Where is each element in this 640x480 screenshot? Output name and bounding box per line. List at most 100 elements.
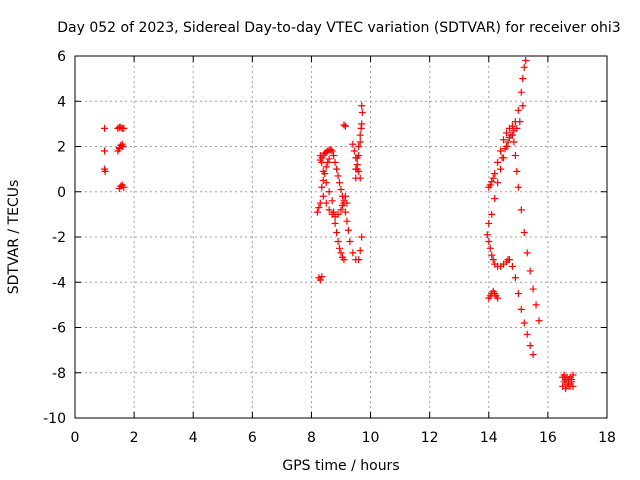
series-track-3a	[313, 192, 351, 221]
data-point	[523, 330, 531, 338]
data-point	[327, 146, 335, 154]
data-point	[340, 256, 348, 264]
x-tick-label: 8	[307, 430, 316, 446]
data-point	[510, 138, 518, 146]
data-point	[520, 319, 528, 327]
series-track-1b	[101, 147, 109, 155]
data-point	[336, 244, 344, 252]
series-track-4a	[485, 287, 502, 302]
series-track-5a	[559, 371, 577, 393]
series-track-3h	[349, 140, 364, 182]
data-point	[355, 167, 363, 175]
data-point	[491, 195, 499, 203]
data-point	[349, 249, 357, 257]
x-tick-label: 12	[421, 430, 439, 446]
y-tick-label: 4	[57, 94, 66, 110]
data-point	[119, 143, 127, 150]
data-point	[562, 385, 570, 393]
data-point	[318, 273, 326, 281]
y-tick-label: -4	[52, 275, 66, 291]
data-point	[505, 256, 513, 264]
data-point	[501, 145, 509, 153]
data-point	[349, 140, 357, 148]
data-point	[486, 244, 494, 252]
data-marks	[101, 57, 577, 393]
data-point	[322, 163, 330, 171]
series-track-2b	[114, 140, 127, 155]
data-point	[514, 183, 522, 191]
y-tick-label: 6	[57, 49, 66, 65]
data-point	[313, 208, 321, 216]
data-point	[343, 217, 351, 225]
data-point	[341, 122, 349, 130]
data-point	[337, 206, 345, 214]
series-track-4d	[485, 57, 530, 191]
data-point	[117, 182, 125, 190]
data-point	[517, 305, 525, 313]
data-point	[526, 267, 534, 275]
x-tick-label: 4	[189, 430, 198, 446]
data-point	[355, 143, 363, 150]
data-point	[322, 199, 330, 207]
series-track-1c	[101, 165, 109, 175]
data-point	[560, 378, 568, 386]
data-point	[355, 256, 363, 264]
chart-title: Day 052 of 2023, Sidereal Day-to-day VTE…	[57, 20, 620, 36]
x-tick-label: 0	[71, 430, 80, 446]
data-point	[513, 167, 521, 175]
data-point	[356, 131, 364, 139]
data-point	[321, 170, 329, 178]
data-point	[350, 147, 358, 155]
x-tick-label: 6	[248, 430, 257, 446]
data-point	[344, 226, 352, 234]
data-point	[325, 155, 333, 163]
x-axis-label: GPS time / hours	[282, 458, 399, 474]
data-point	[526, 342, 534, 350]
series-track-4e	[498, 102, 527, 162]
data-point	[333, 165, 341, 173]
x-tick-label: 10	[362, 430, 380, 446]
data-point	[535, 317, 543, 325]
data-point	[488, 210, 496, 218]
data-point	[356, 174, 364, 182]
data-point	[514, 290, 522, 298]
data-point	[513, 124, 521, 132]
data-point	[336, 179, 344, 187]
data-point	[334, 210, 342, 218]
series-track-3d	[318, 155, 333, 191]
data-point	[356, 247, 364, 255]
data-point	[511, 274, 519, 282]
axis-ticks: 0 2 4 6 8 10 12 14 16 18 -10 -8 -6 -4 -2 0 2 4 6	[43, 49, 616, 446]
x-tick-label: 18	[598, 430, 616, 446]
data-point	[568, 376, 576, 384]
data-point	[563, 373, 571, 381]
data-point	[486, 181, 494, 189]
data-point	[101, 167, 109, 175]
y-tick-label: -10	[43, 411, 66, 427]
data-point	[483, 231, 491, 239]
data-point	[115, 145, 123, 153]
series-track-3f	[340, 121, 349, 130]
x-tick-label: 16	[539, 430, 557, 446]
data-point	[485, 238, 493, 246]
series-track-2a	[114, 123, 128, 132]
data-point	[341, 208, 349, 216]
data-point	[101, 124, 109, 132]
data-point	[569, 371, 577, 379]
data-point	[503, 129, 511, 137]
data-point	[357, 124, 365, 132]
grid	[75, 56, 607, 418]
data-point	[511, 152, 519, 160]
data-point	[337, 185, 345, 193]
y-tick-label: 0	[57, 185, 66, 201]
x-tick-label: 14	[480, 430, 498, 446]
data-point	[358, 233, 366, 241]
data-point	[488, 251, 496, 259]
data-point	[520, 228, 528, 236]
data-point	[334, 238, 342, 246]
data-point	[494, 294, 502, 302]
y-tick-label: -8	[52, 366, 66, 382]
data-point	[120, 183, 128, 191]
data-point	[328, 197, 336, 205]
